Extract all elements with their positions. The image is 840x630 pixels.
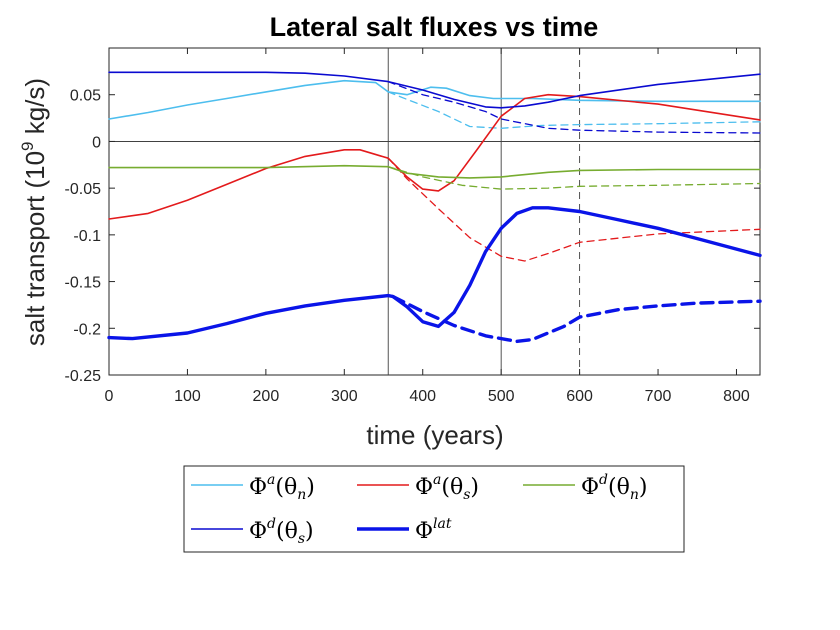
plot-area (108, 47, 761, 376)
legend-label: Φlat (415, 516, 452, 544)
legend-entries: Φa(θn) Φa(θs) Φd(θn) Φd(θs) Φlat (191, 472, 647, 547)
series-line-0 (108, 79, 761, 120)
series-line-4 (108, 164, 761, 179)
y-tick-label: -0.1 (73, 228, 101, 245)
chart-title: Lateral salt fluxes vs time (270, 12, 599, 42)
x-tick-label: 500 (488, 388, 515, 405)
y-tick-label: -0.15 (65, 275, 102, 292)
series-line-6 (108, 71, 761, 109)
series-line-2 (108, 93, 761, 220)
x-tick-label: 600 (566, 388, 593, 405)
x-tick-label: 800 (723, 388, 750, 405)
y-tick-label: 0.05 (70, 88, 101, 105)
x-tick-label: 700 (645, 388, 672, 405)
series-line-9-dashed (391, 294, 762, 344)
x-tick-label: 0 (105, 388, 114, 405)
x-tick-label: 100 (174, 388, 201, 405)
y-tick-label: -0.05 (65, 181, 102, 198)
y-tick-label: -0.2 (73, 321, 101, 338)
legend-label: Φd(θs) (249, 516, 314, 547)
event-lines (387, 48, 581, 375)
series-lines (107, 71, 762, 344)
y-axis-ticks: 0.05 0 -0.05 -0.1 -0.15 -0.2 -0.25 (65, 88, 760, 385)
series-line-3-dashed (387, 157, 761, 262)
series-line-8 (107, 206, 762, 341)
legend-label: Φa(θs) (415, 472, 479, 503)
x-axis-ticks: 0 100 200 300 400 500 600 700 800 (105, 48, 750, 405)
y-tick-label: 0 (92, 134, 101, 151)
x-tick-label: 300 (331, 388, 358, 405)
legend-label: Φa(θn) (249, 472, 315, 503)
series-line-7-dashed (387, 80, 761, 134)
y-axis-label-exponent: 9 (18, 142, 37, 151)
y-tick-label: -0.25 (65, 368, 102, 385)
y-axis-label: salt transport (109 kg/s) (18, 78, 50, 346)
x-tick-label: 400 (409, 388, 436, 405)
series-line-5-dashed (387, 166, 761, 190)
legend (183, 465, 685, 553)
series-line-1-dashed (387, 91, 761, 129)
x-axis-label: time (years) (366, 420, 503, 450)
y-axis-label-main: salt transport (10 (20, 151, 50, 346)
y-axis-label-unit: kg/s) (20, 78, 50, 142)
x-tick-label: 200 (253, 388, 280, 405)
legend-label: Φd(θn) (581, 472, 647, 503)
